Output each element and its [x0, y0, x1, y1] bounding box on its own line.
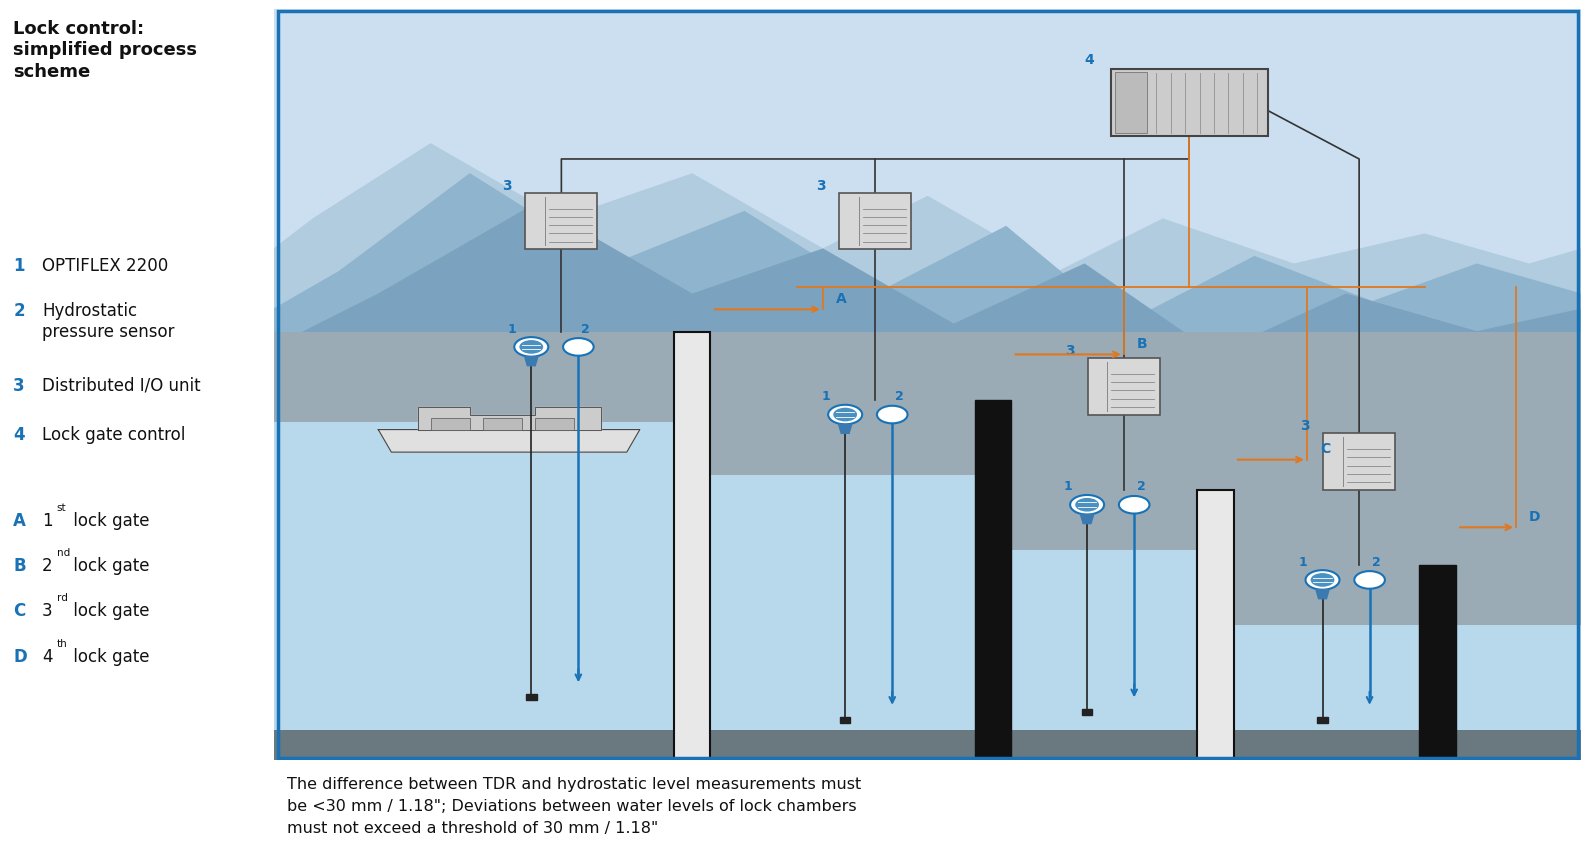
Text: lock gate: lock gate	[68, 648, 150, 665]
Text: 1: 1	[508, 322, 517, 335]
Text: A: A	[835, 291, 846, 306]
Text: 2: 2	[1371, 556, 1381, 569]
Text: B: B	[1138, 337, 1147, 351]
Bar	[274, 332, 1581, 760]
Bar	[1115, 72, 1147, 133]
Text: 1: 1	[41, 512, 53, 530]
Text: 4: 4	[41, 648, 53, 665]
Bar	[274, 730, 1581, 760]
Text: C: C	[13, 602, 25, 620]
Text: 1: 1	[13, 257, 25, 275]
Text: A: A	[13, 512, 25, 530]
Bar	[1419, 565, 1456, 760]
Text: 1: 1	[821, 391, 831, 403]
Circle shape	[1076, 498, 1099, 511]
Text: D: D	[1529, 510, 1540, 524]
Polygon shape	[525, 357, 538, 365]
Polygon shape	[1082, 709, 1093, 715]
Bar	[484, 418, 522, 429]
Bar	[692, 399, 993, 474]
Text: D: D	[13, 648, 27, 665]
Text: Lock control:
simplified process
scheme: Lock control: simplified process scheme	[13, 20, 197, 81]
Text: lock gate: lock gate	[68, 557, 150, 575]
Text: 3: 3	[41, 602, 53, 620]
Text: 2: 2	[1138, 480, 1146, 493]
Text: 2: 2	[894, 391, 904, 403]
Text: 4: 4	[13, 426, 25, 444]
Text: nd: nd	[57, 549, 70, 558]
Bar	[692, 474, 993, 760]
Text: B: B	[13, 557, 25, 575]
Polygon shape	[840, 717, 851, 722]
Circle shape	[877, 406, 907, 423]
Text: 3: 3	[1300, 419, 1309, 434]
Text: The difference between TDR and hydrostatic level measurements must
be <30 mm / 1: The difference between TDR and hydrostat…	[286, 777, 861, 836]
Polygon shape	[838, 424, 851, 434]
Circle shape	[1311, 573, 1335, 587]
Text: rd: rd	[57, 594, 67, 603]
Bar	[993, 490, 1216, 550]
Polygon shape	[527, 694, 536, 700]
Text: lock gate: lock gate	[68, 602, 150, 620]
Bar	[535, 418, 574, 429]
Bar	[1216, 625, 1581, 760]
Bar	[274, 422, 692, 760]
Circle shape	[514, 337, 549, 357]
Bar	[1111, 69, 1268, 137]
Text: 1: 1	[1063, 480, 1072, 493]
Bar	[274, 332, 509, 422]
Text: Distributed I/O unit: Distributed I/O unit	[41, 377, 200, 395]
Bar	[1196, 490, 1233, 760]
Text: 3: 3	[13, 377, 25, 395]
Bar	[840, 193, 912, 249]
Text: 2: 2	[13, 302, 25, 320]
Text: Hydrostatic
pressure sensor: Hydrostatic pressure sensor	[41, 302, 175, 340]
Polygon shape	[417, 407, 601, 429]
Polygon shape	[274, 144, 1581, 760]
Bar	[431, 418, 469, 429]
Text: lock gate: lock gate	[68, 512, 150, 530]
Bar	[975, 399, 1012, 760]
Polygon shape	[1316, 590, 1328, 599]
Circle shape	[1071, 495, 1104, 515]
Bar	[1324, 434, 1395, 490]
Bar	[993, 550, 1216, 760]
Polygon shape	[1317, 717, 1328, 722]
Text: 3: 3	[1064, 344, 1074, 359]
Text: 4: 4	[1085, 54, 1095, 67]
Bar	[1216, 565, 1581, 625]
Text: C: C	[1321, 442, 1330, 456]
Circle shape	[1306, 570, 1340, 590]
Text: 3: 3	[503, 179, 512, 193]
Text: 2: 2	[581, 322, 590, 335]
Text: th: th	[57, 638, 67, 649]
Circle shape	[834, 408, 858, 422]
Text: OPTIFLEX 2200: OPTIFLEX 2200	[41, 257, 169, 275]
Bar	[675, 332, 711, 760]
Circle shape	[563, 338, 593, 356]
Bar	[1088, 359, 1160, 415]
Polygon shape	[379, 429, 640, 452]
Text: Lock gate control: Lock gate control	[41, 426, 186, 444]
Polygon shape	[274, 204, 1581, 760]
Circle shape	[1118, 496, 1149, 513]
Circle shape	[1354, 571, 1384, 588]
Text: st: st	[57, 503, 67, 513]
Text: 3: 3	[816, 179, 826, 193]
Bar	[525, 193, 597, 249]
Text: 2: 2	[41, 557, 53, 575]
Polygon shape	[274, 174, 1581, 760]
Circle shape	[519, 340, 543, 353]
Circle shape	[829, 404, 862, 424]
Polygon shape	[1080, 515, 1093, 524]
Text: 1: 1	[1298, 556, 1308, 569]
